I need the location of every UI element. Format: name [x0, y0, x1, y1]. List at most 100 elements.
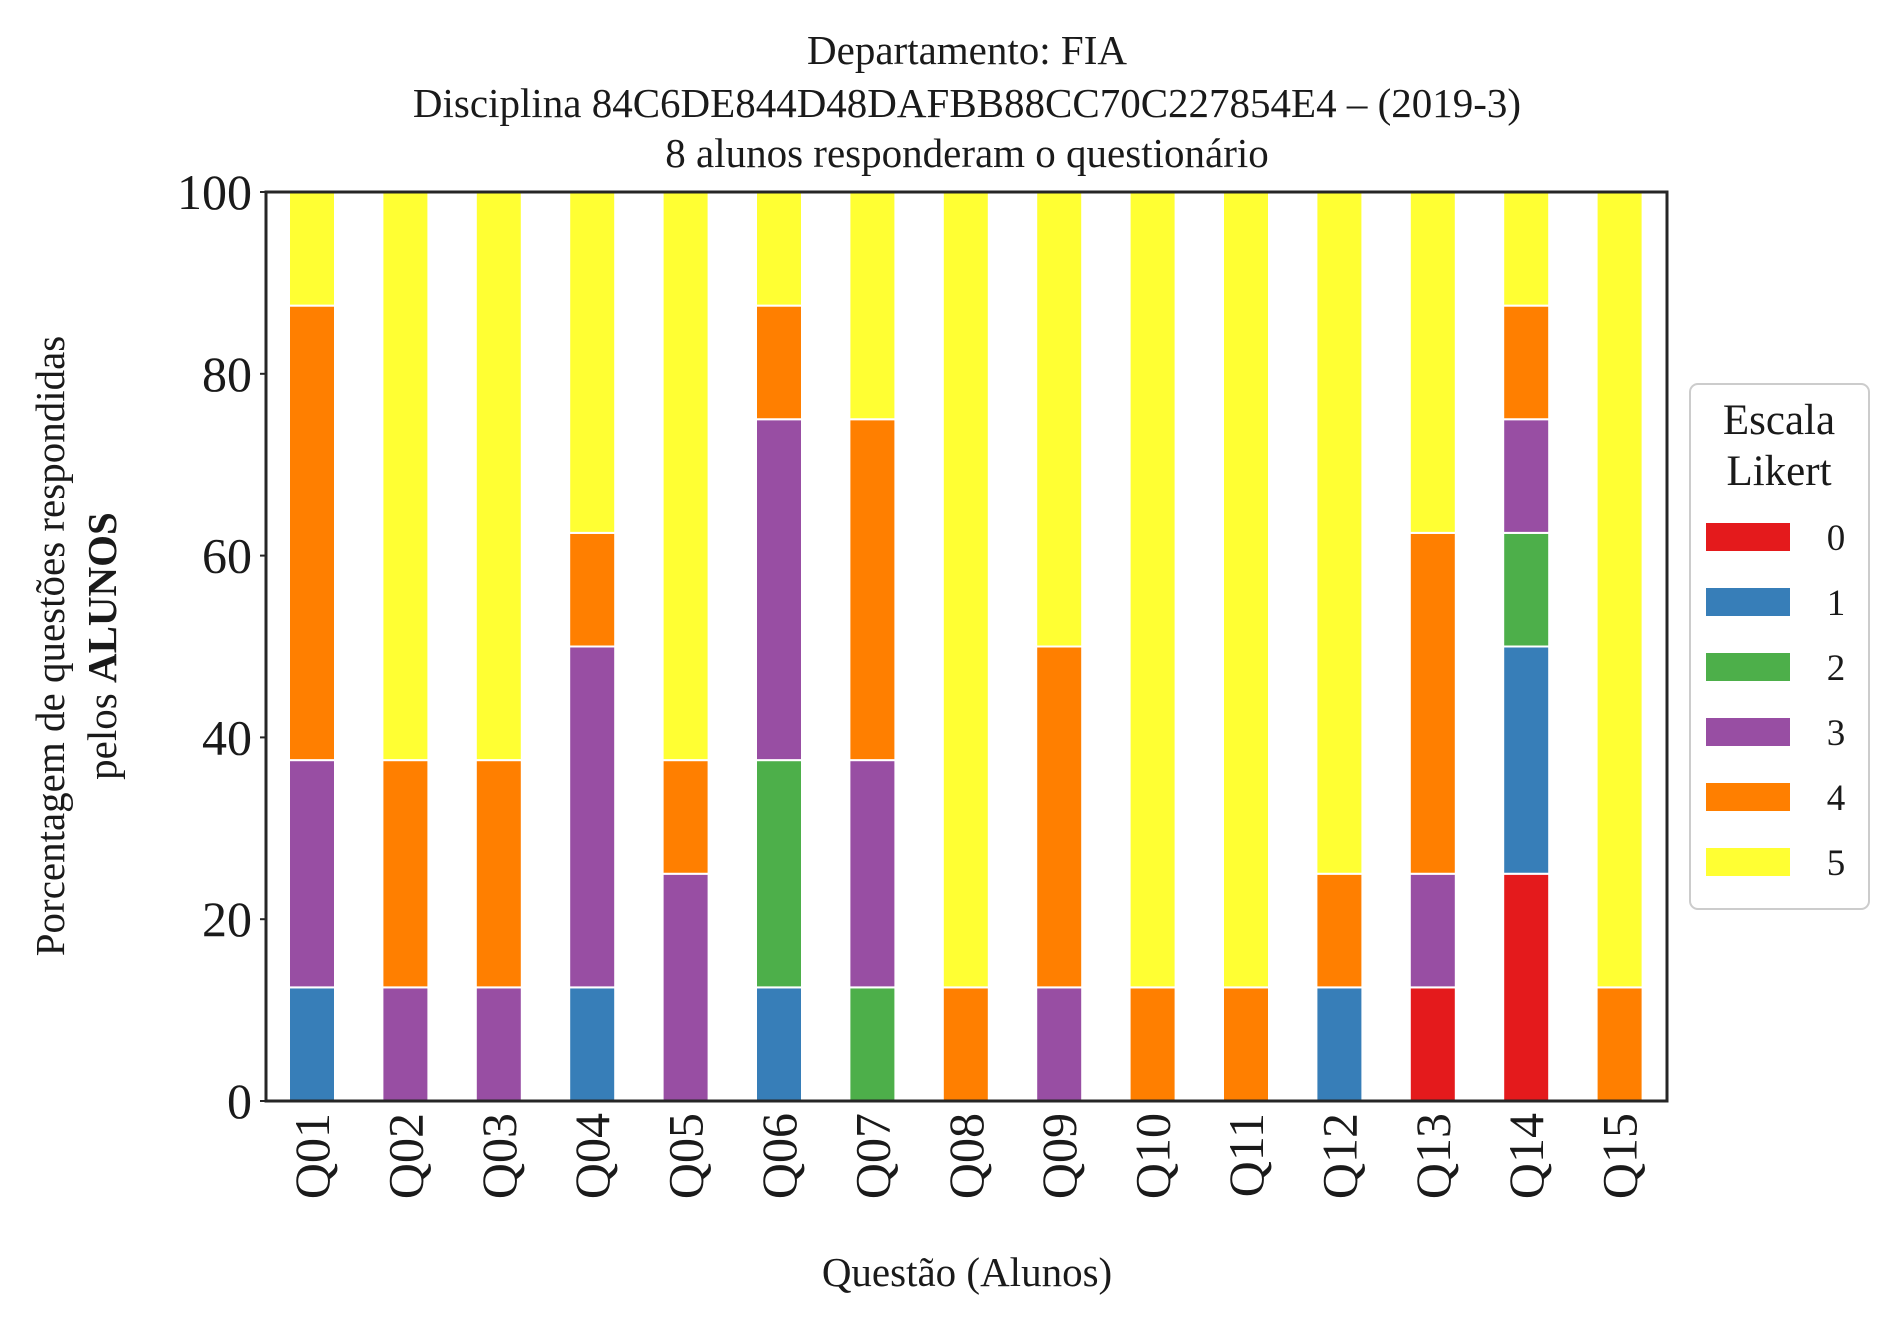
y-tick-label-100: 100 — [177, 164, 252, 220]
legend-label-0: 0 — [1827, 518, 1846, 559]
legend-label-1: 1 — [1827, 583, 1846, 624]
y-tick-label-40: 40 — [202, 709, 252, 765]
bar-segment-q08-likert-5 — [941, 191, 990, 989]
bar-segment-q04-likert-5 — [568, 191, 617, 534]
bar-segment-q11-likert-4 — [1222, 986, 1270, 1102]
x-tick-label-q06: Q06 — [751, 1113, 807, 1199]
bar-segment-q03-likert-3 — [474, 986, 523, 1102]
bar-segment-q12-likert-4 — [1315, 872, 1364, 989]
bar-segment-q09-likert-5 — [1035, 191, 1084, 648]
bar-segment-q11-likert-5 — [1222, 191, 1270, 989]
legend-swatch-4 — [1706, 783, 1790, 811]
bar-segment-q06-likert-1 — [755, 986, 803, 1102]
y-axis-label-bold: ALUNOS — [79, 512, 125, 683]
y-tick-label-20: 20 — [202, 891, 252, 947]
legend-box — [1689, 383, 1870, 910]
bar-segment-q12-likert-5 — [1315, 191, 1364, 875]
bar-segment-q01-likert-5 — [288, 191, 336, 307]
x-tick-label-q15: Q15 — [1592, 1113, 1648, 1199]
bar-segment-q13-likert-3 — [1408, 872, 1457, 989]
x-tick-label-q14: Q14 — [1498, 1113, 1554, 1199]
y-tick-label-60: 60 — [202, 528, 252, 584]
bar-segment-q04-likert-1 — [568, 986, 617, 1102]
bar-segment-q09-likert-4 — [1035, 645, 1084, 989]
legend-title-line-2: Likert — [1726, 448, 1831, 495]
bars-group — [288, 191, 1644, 1102]
bar-segment-q07-likert-3 — [848, 759, 897, 989]
bar-segment-q14-likert-0 — [1502, 872, 1551, 1102]
y-axis-label-prefix: pelos — [79, 683, 125, 780]
y-axis-label-line-1: Porcentagem de questões respondidas — [27, 336, 73, 957]
bar-segment-q06-likert-5 — [755, 191, 803, 307]
bar-segment-q09-likert-3 — [1035, 986, 1084, 1102]
x-tick-label-q04: Q04 — [564, 1113, 620, 1199]
legend-swatch-1 — [1706, 588, 1790, 616]
chart-title: Departamento: FIA Disciplina 84C6DE844D4… — [413, 27, 1521, 176]
bar-segment-q13-likert-4 — [1408, 531, 1457, 875]
x-tick-label-q12: Q12 — [1311, 1113, 1367, 1199]
x-tick-labels: Q01 Q02 Q03 Q04 Q05 Q06 Q07 Q08 Q09 Q10 Q11 Q12 Q13 Q… — [284, 1113, 1648, 1199]
legend-swatch-0 — [1706, 523, 1790, 551]
bar-segment-q04-likert-4 — [568, 531, 617, 648]
x-tick-label-q01: Q01 — [284, 1113, 340, 1199]
bar-segment-q07-likert-2 — [848, 986, 897, 1102]
legend-label-4: 4 — [1827, 778, 1846, 819]
legend-items: 0 1 2 3 4 5 — [1706, 518, 1845, 884]
legend-title-line-1: Escala — [1723, 397, 1835, 444]
bar-segment-q13-likert-0 — [1408, 986, 1457, 1102]
x-tick-label-q07: Q07 — [844, 1113, 900, 1199]
x-tick-label-q02: Q02 — [377, 1113, 433, 1199]
bar-segment-q05-likert-4 — [661, 759, 710, 875]
bar-segment-q04-likert-3 — [568, 645, 617, 989]
x-tick-label-q11: Q11 — [1218, 1113, 1274, 1197]
legend-swatch-3 — [1706, 718, 1790, 746]
legend-swatch-2 — [1706, 653, 1790, 681]
bar-segment-q14-likert-3 — [1502, 418, 1551, 534]
bar-segment-q02-likert-3 — [381, 986, 430, 1102]
bar-segment-q02-likert-5 — [381, 191, 430, 762]
bar-segment-q06-likert-3 — [755, 418, 803, 762]
title-line-2: Disciplina 84C6DE844D48DAFBB88CC70C22785… — [413, 80, 1521, 126]
bar-segment-q10-likert-4 — [1128, 986, 1177, 1102]
x-tick-label-q03: Q03 — [471, 1113, 527, 1199]
x-tick-label-q08: Q08 — [938, 1113, 994, 1199]
bar-segment-q01-likert-3 — [288, 759, 336, 989]
bar-segment-q06-likert-2 — [755, 759, 803, 989]
y-tick-labels: 0 20 40 60 80 100 — [177, 164, 266, 1129]
legend: Escala Likert 0 1 2 3 4 5 — [1689, 383, 1870, 910]
legend-swatch-5 — [1706, 848, 1790, 876]
y-tick-label-80: 80 — [202, 346, 252, 402]
y-axis-label-line-2: pelos ALUNOS — [79, 512, 125, 780]
legend-label-2: 2 — [1827, 648, 1846, 689]
x-tick-label-q13: Q13 — [1405, 1113, 1461, 1199]
bar-segment-q05-likert-5 — [661, 191, 710, 762]
bar-segment-q15-likert-5 — [1595, 191, 1644, 989]
bar-segment-q15-likert-4 — [1595, 986, 1644, 1102]
bar-segment-q07-likert-5 — [848, 191, 897, 421]
x-tick-label-q10: Q10 — [1125, 1113, 1181, 1199]
bar-segment-q03-likert-4 — [474, 759, 523, 989]
bar-segment-q14-likert-5 — [1502, 191, 1551, 307]
legend-label-3: 3 — [1827, 713, 1846, 754]
x-tick-label-q09: Q09 — [1031, 1113, 1087, 1199]
y-axis-label: Porcentagem de questões respondidas pelo… — [27, 336, 125, 957]
bar-segment-q10-likert-5 — [1128, 191, 1177, 989]
title-line-1: Departamento: FIA — [807, 27, 1127, 73]
legend-label-5: 5 — [1827, 843, 1846, 884]
bar-segment-q12-likert-1 — [1315, 986, 1364, 1102]
x-tick-label-q05: Q05 — [658, 1113, 714, 1199]
bar-segment-q03-likert-5 — [474, 191, 523, 762]
bar-segment-q06-likert-4 — [755, 304, 803, 421]
title-line-3: 8 alunos responderam o questionário — [665, 130, 1268, 176]
bar-segment-q01-likert-4 — [288, 304, 336, 762]
bar-segment-q13-likert-5 — [1408, 191, 1457, 534]
bar-segment-q14-likert-2 — [1502, 531, 1551, 648]
bar-segment-q08-likert-4 — [941, 986, 990, 1102]
bar-segment-q05-likert-3 — [661, 872, 710, 1102]
bar-segment-q02-likert-4 — [381, 759, 430, 989]
bar-segment-q14-likert-1 — [1502, 645, 1551, 875]
bar-segment-q14-likert-4 — [1502, 304, 1551, 421]
x-axis-label: Questão (Alunos) — [822, 1249, 1112, 1295]
bar-segment-q01-likert-1 — [288, 986, 336, 1102]
